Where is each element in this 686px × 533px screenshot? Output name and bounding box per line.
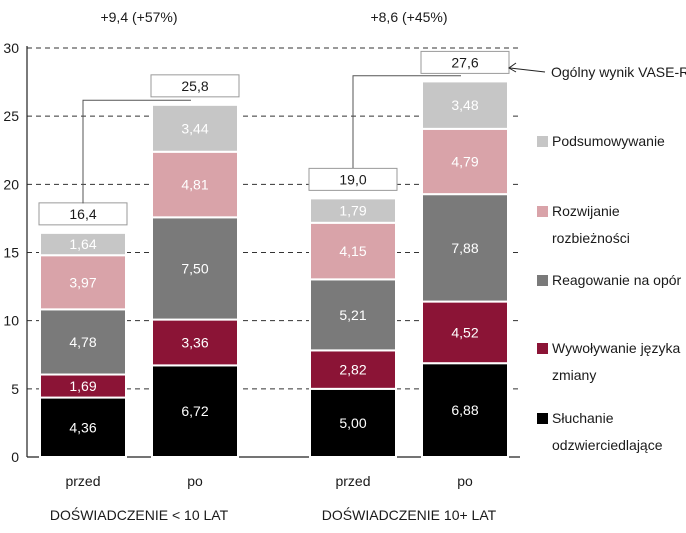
total-label: 16,4 [69, 206, 96, 222]
data-label: 6,72 [181, 403, 208, 419]
legend-label: Słuchanie [552, 410, 614, 426]
data-label: 5,21 [339, 307, 366, 323]
group-label: DOŚWIADCZENIE 10+ LAT [322, 506, 497, 523]
x-tick-label: po [457, 473, 473, 489]
change-bracket [352, 75, 461, 168]
bar-segment [421, 127, 509, 196]
y-tick-label: 10 [3, 313, 19, 329]
data-label: 3,44 [181, 120, 208, 136]
total-label: 19,0 [339, 171, 366, 187]
data-label: 4,52 [451, 324, 478, 340]
legend-label: Wywoływanie języka [552, 340, 680, 356]
data-label: 4,81 [181, 177, 208, 193]
data-label: 6,88 [451, 402, 478, 418]
y-tick-label: 5 [11, 381, 19, 397]
data-label: 7,50 [181, 260, 208, 276]
bar-segment [151, 216, 239, 321]
data-label: 1,69 [69, 378, 96, 394]
x-tick-label: przed [335, 473, 370, 489]
legend-swatch [537, 275, 548, 286]
bar-segment [421, 193, 509, 303]
bar-segment [39, 308, 127, 376]
legend-label: zmiany [552, 367, 596, 383]
change-label: +8,6 (+45%) [370, 9, 447, 25]
change-label: +9,4 (+57%) [100, 9, 177, 25]
total-label-box [420, 50, 510, 74]
bar-segment [151, 318, 239, 367]
legend-label: odzwierciedlające [552, 437, 663, 453]
total-label-box [308, 167, 398, 191]
change-bracket [82, 99, 191, 204]
y-tick-label: 25 [3, 108, 19, 124]
bar-segment [309, 221, 397, 281]
bar-segment [39, 231, 127, 257]
legend-swatch [537, 343, 548, 354]
data-label: 5,00 [339, 415, 366, 431]
x-tick-label: po [187, 473, 203, 489]
bar-segment [151, 103, 239, 153]
legend-label: Rozwijanie [552, 203, 620, 219]
y-tick-label: 15 [3, 245, 19, 261]
legend-label: Podsumowywanie [552, 133, 665, 149]
data-label: 4,79 [451, 153, 478, 169]
bar-segment [309, 278, 397, 352]
data-label: 3,97 [69, 274, 96, 290]
data-label: 4,15 [339, 243, 366, 259]
bar-segment [309, 387, 397, 459]
bar-segment [421, 80, 509, 130]
total-label: 27,6 [451, 54, 478, 70]
annotation-text: Ogólny wynik VASE-R [551, 64, 686, 80]
x-tick-label: przed [65, 473, 100, 489]
data-label: 7,88 [451, 240, 478, 256]
data-label: 2,82 [339, 362, 366, 378]
bar-segment [309, 349, 397, 390]
annotation-arrow-line [509, 67, 546, 73]
bar-segment [151, 364, 239, 458]
total-label: 25,8 [181, 78, 208, 94]
legend-swatch [537, 206, 548, 217]
data-label: 4,36 [69, 419, 96, 435]
y-tick-label: 0 [11, 449, 19, 465]
bar-segment [421, 300, 509, 365]
y-tick-label: 20 [3, 176, 19, 192]
group-label: DOŚWIADCZENIE < 10 LAT [50, 506, 229, 523]
annotation-arrow-head [508, 62, 517, 73]
y-tick-label: 30 [3, 40, 19, 56]
data-label: 4,78 [69, 334, 96, 350]
bar-segment [421, 362, 509, 458]
legend-swatch [537, 413, 548, 424]
data-label: 3,48 [451, 97, 478, 113]
data-label: 1,79 [339, 203, 366, 219]
bar-segment [309, 197, 397, 224]
legend-label: rozbieżności [552, 230, 630, 246]
data-label: 1,64 [69, 236, 96, 252]
data-label: 3,36 [181, 334, 208, 350]
legend-label: Reagowanie na opór [552, 272, 682, 288]
legend-swatch [537, 136, 548, 147]
total-label-box [150, 74, 240, 98]
